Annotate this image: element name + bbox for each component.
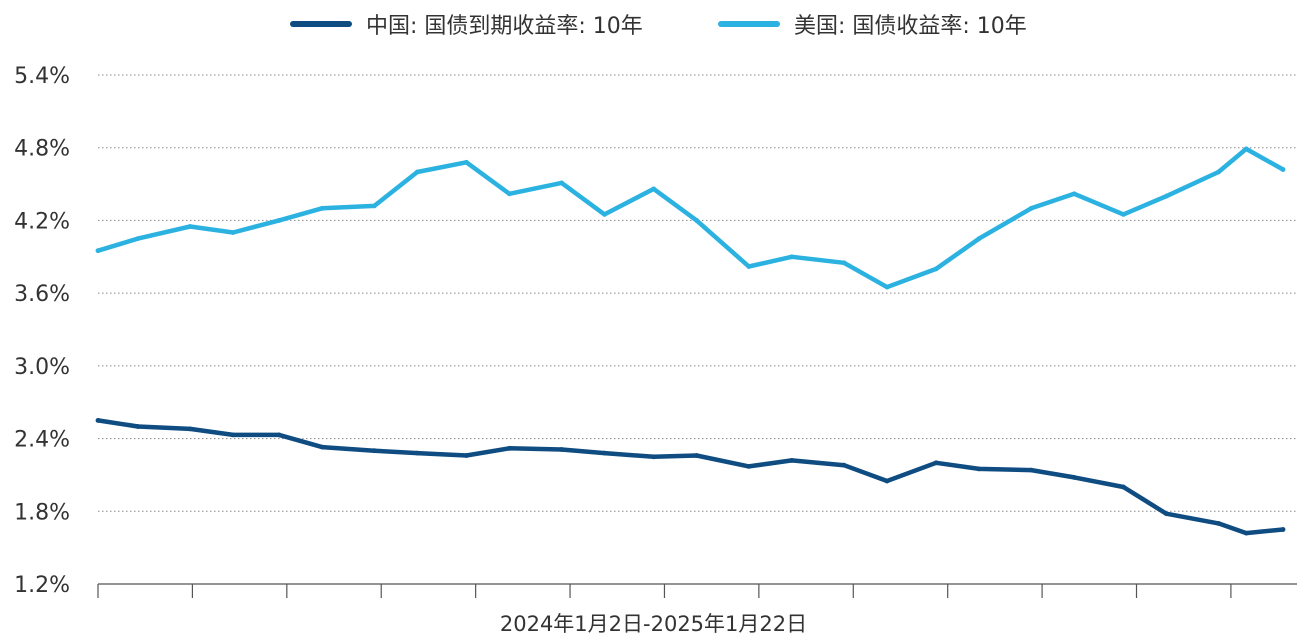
data-point-usa <box>976 236 982 242</box>
y-tick-label: 1.8% <box>14 500 70 525</box>
data-point-china <box>841 462 847 468</box>
data-point-china <box>651 454 657 460</box>
data-point-china <box>371 448 377 454</box>
legend-item-china: 中国: 国债到期收益率: 10年 <box>290 8 643 40</box>
data-point-usa <box>1243 146 1249 152</box>
data-point-usa <box>187 224 193 229</box>
data-point-usa <box>1071 191 1077 197</box>
data-point-usa <box>414 169 420 175</box>
data-point-china <box>884 478 890 484</box>
data-point-china <box>976 466 982 472</box>
data-point-china <box>1028 467 1034 473</box>
data-point-china <box>95 418 101 423</box>
data-point-china <box>464 453 469 458</box>
series-line-usa <box>95 146 1286 290</box>
data-point-china <box>1121 484 1126 490</box>
legend-swatch-usa <box>718 21 780 27</box>
data-point-usa <box>694 218 699 223</box>
data-point-china <box>319 444 325 450</box>
data-point-usa <box>95 248 101 254</box>
data-point-usa <box>135 236 141 242</box>
data-point-china <box>789 458 795 463</box>
data-point-usa <box>1121 212 1126 217</box>
data-point-china <box>230 432 236 438</box>
data-point-usa <box>230 230 236 235</box>
legend-swatch-china <box>290 21 352 27</box>
data-point-usa <box>651 186 657 192</box>
data-point-usa <box>276 218 282 223</box>
data-point-china <box>1280 527 1286 532</box>
data-point-usa <box>884 284 890 290</box>
data-point-usa <box>559 180 564 186</box>
x-axis-label: 2024年1月2日-2025年1月22日 <box>499 612 808 636</box>
data-point-china <box>694 453 699 458</box>
legend-label-usa: 美国: 国债收益率: 10年 <box>794 14 1027 39</box>
data-point-usa <box>1216 169 1221 175</box>
y-tick-label: 4.2% <box>14 209 70 234</box>
data-point-usa <box>602 212 607 217</box>
y-tick-label: 1.2% <box>14 573 70 598</box>
data-point-china <box>602 450 607 456</box>
data-point-usa <box>319 205 325 211</box>
data-point-usa <box>1163 193 1169 199</box>
data-point-china <box>1071 475 1077 480</box>
y-tick-label: 3.6% <box>14 282 70 307</box>
data-point-usa <box>1280 167 1286 172</box>
data-point-china <box>1216 521 1221 526</box>
series-line-china <box>95 418 1286 536</box>
data-point-usa <box>464 159 469 165</box>
data-point-china <box>933 460 939 466</box>
data-point-usa <box>933 266 939 272</box>
data-point-china <box>1163 511 1169 517</box>
legend-item-usa: 美国: 国债收益率: 10年 <box>718 8 1027 40</box>
data-point-china <box>746 464 752 469</box>
data-point-china <box>1243 530 1249 536</box>
data-point-china <box>135 424 141 429</box>
data-point-usa <box>746 264 752 269</box>
y-tick-label: 5.4% <box>14 64 70 89</box>
legend: 中国: 国债到期收益率: 10年 美国: 国债收益率: 10年 <box>0 8 1307 40</box>
data-point-usa <box>507 191 512 197</box>
data-point-usa <box>789 254 795 260</box>
data-point-usa <box>371 203 377 209</box>
y-tick-label: 3.0% <box>14 355 70 380</box>
data-point-china <box>507 445 512 451</box>
data-point-china <box>559 447 564 452</box>
data-point-china <box>187 426 193 432</box>
legend-label-china: 中国: 国债到期收益率: 10年 <box>366 14 643 39</box>
data-point-china <box>276 432 282 438</box>
data-point-china <box>414 450 420 456</box>
y-tick-label: 2.4% <box>14 428 70 453</box>
data-point-usa <box>841 260 847 266</box>
y-tick-label: 4.8% <box>14 137 70 162</box>
data-point-usa <box>1028 205 1034 211</box>
